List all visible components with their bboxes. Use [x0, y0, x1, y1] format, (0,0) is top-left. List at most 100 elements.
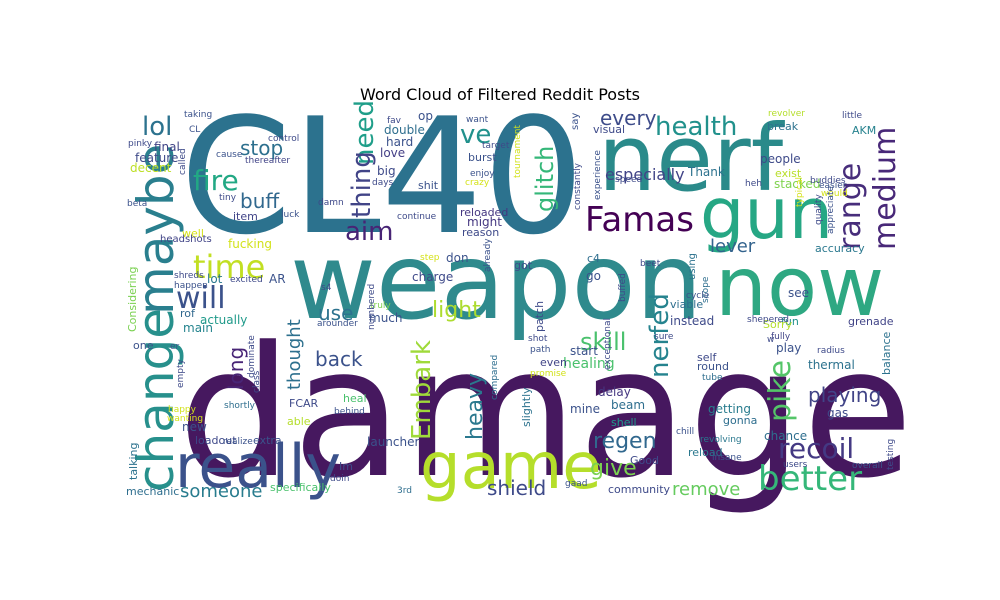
- word-doin: doin: [330, 474, 349, 484]
- word-promise: promise: [530, 369, 567, 379]
- word-big: big: [377, 164, 396, 178]
- word-considering: Considering: [126, 267, 139, 332]
- word-extra: extra: [253, 434, 282, 447]
- word-typical: typical: [795, 177, 805, 207]
- word-numbered: numbered: [367, 284, 377, 330]
- word-final: final: [154, 140, 180, 154]
- word-truly: truly: [370, 301, 391, 311]
- word-got: got: [514, 259, 533, 272]
- word-users: users: [783, 460, 808, 470]
- word-s4: s4: [321, 283, 332, 293]
- word-realize: realize: [223, 437, 253, 447]
- word-dominate: dominate: [247, 335, 257, 378]
- word-exceptional: exceptional: [603, 318, 613, 370]
- word-path: path: [530, 345, 550, 355]
- word-called: called: [178, 148, 188, 175]
- word-ar: AR: [269, 272, 286, 286]
- word-decent: decent: [130, 161, 172, 175]
- word-buffed: buffed: [618, 273, 628, 302]
- word-embark: Embark: [407, 340, 437, 440]
- word-er: er: [170, 342, 180, 352]
- word-would: would: [821, 189, 848, 199]
- word-compared: compared: [490, 355, 500, 400]
- word-buddies: buddies: [810, 176, 846, 186]
- word-control: control: [268, 134, 299, 144]
- word-gas: gas: [827, 406, 848, 420]
- word-need: need: [350, 100, 380, 165]
- word-balance: balance: [880, 331, 893, 375]
- word-insane: insane: [712, 453, 742, 463]
- word-pinky: pinky: [128, 139, 153, 149]
- word-mine: mine: [570, 402, 600, 416]
- word-sorry: Sorry: [763, 318, 793, 331]
- word-item: item: [233, 210, 258, 223]
- word-im: Im: [339, 460, 353, 473]
- word-accuracy: accuracy: [815, 242, 865, 255]
- word-fucking: fucking: [228, 237, 272, 251]
- word-recoil: recoil: [778, 432, 854, 465]
- word-even: even: [540, 356, 567, 369]
- word-heh: heh: [745, 179, 762, 189]
- word-thought: thought: [284, 319, 305, 390]
- word-break: break: [767, 120, 799, 133]
- word-especially: especially: [605, 165, 685, 184]
- word-3rd: 3rd: [397, 486, 412, 496]
- word-charge: charge: [412, 270, 453, 284]
- word-damage: damage: [178, 309, 913, 518]
- word-little: little: [842, 111, 863, 121]
- word-actually: actually: [200, 313, 247, 327]
- word-aim: aim: [345, 217, 393, 247]
- word-rof: rof: [180, 307, 196, 320]
- word-long: long: [224, 347, 248, 390]
- word-step: step: [420, 253, 440, 263]
- word-every: every: [600, 106, 657, 130]
- word-delay: delay: [598, 385, 631, 399]
- word-go: go: [586, 269, 601, 283]
- word-heavy: heavy: [463, 373, 488, 440]
- word-testing: testing: [886, 439, 896, 470]
- word-gonna: gonna: [723, 414, 757, 427]
- word-much: much: [369, 311, 403, 325]
- word-give: give: [590, 456, 637, 481]
- word-chill: chill: [676, 427, 694, 437]
- word-maybe: maybe: [127, 144, 185, 315]
- word-thereafter: thereafter: [245, 156, 290, 166]
- word-want: want: [466, 115, 489, 125]
- word-wanting: wanting: [167, 414, 203, 424]
- word-beam: beam: [611, 398, 645, 412]
- word-cl: CL: [189, 125, 200, 135]
- word-thermal: thermal: [808, 358, 855, 372]
- word-class: class: [252, 370, 262, 393]
- word-able: able: [287, 415, 311, 428]
- word-range: range: [833, 163, 868, 250]
- word-quality: quality: [814, 194, 824, 225]
- word-patch: patch: [533, 301, 546, 332]
- word-shepered: shepered: [747, 315, 789, 325]
- word-double: double: [384, 123, 425, 137]
- word-remove: remove: [672, 479, 740, 500]
- word-healing: healing: [563, 356, 615, 372]
- word-fcar: FCAR: [289, 397, 319, 410]
- word-tiny: tiny: [219, 193, 237, 203]
- word-really: really: [175, 432, 341, 502]
- word-slightly: slightly: [520, 387, 533, 427]
- word-c4: c4: [587, 252, 600, 265]
- word-better: better: [758, 459, 862, 499]
- word-exist: exist: [775, 167, 802, 180]
- word-ve: ve: [460, 120, 491, 150]
- word-excited: excited: [230, 275, 263, 285]
- word-time: time: [193, 248, 265, 286]
- word-shield: shield: [487, 476, 546, 500]
- word-regen: regen: [593, 429, 657, 454]
- word-love: love: [380, 146, 405, 160]
- word-buff: buff: [240, 189, 280, 213]
- word-start: start: [570, 344, 598, 358]
- word-reload: reload: [688, 446, 723, 459]
- word-fire: fire: [193, 164, 239, 197]
- word-op: op: [418, 109, 433, 123]
- word-nerf: nerf: [598, 105, 786, 212]
- word-talking: talking: [127, 443, 140, 481]
- word-play: play: [776, 341, 801, 355]
- word-already: already: [483, 238, 493, 272]
